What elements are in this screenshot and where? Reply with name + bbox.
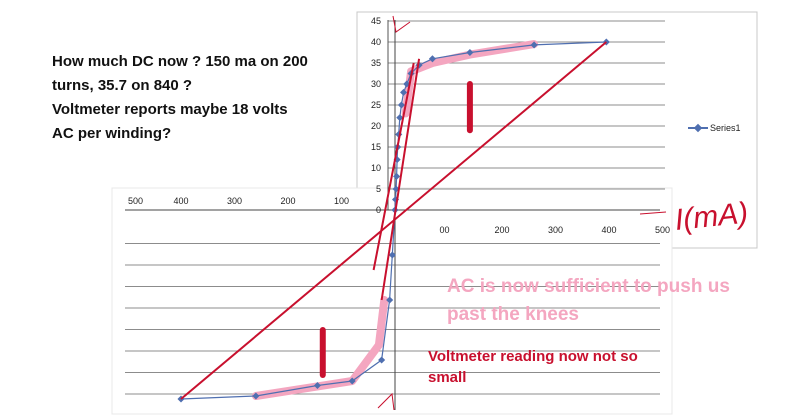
series-marker — [396, 114, 404, 122]
y-tick-label: 25 — [371, 100, 381, 110]
series-marker — [428, 55, 436, 63]
series-marker — [466, 48, 474, 57]
tick-labels: 0 5 10 15 20 25 30 35 40 45 500 400 300 200 100 00 200 30… — [128, 16, 670, 235]
red-annotation-lines — [180, 41, 607, 400]
series-marker — [388, 251, 396, 259]
handwritten-tick-bottom — [377, 392, 395, 411]
x-tick-label: 500 — [655, 225, 670, 235]
handwritten-x-stroke — [639, 211, 667, 215]
y-tick-label: 5 — [376, 184, 381, 194]
series-marker — [252, 392, 260, 400]
y-tick-label: 45 — [371, 16, 381, 26]
x-tick-label: 00 — [439, 225, 449, 235]
series-marker — [400, 88, 408, 96]
y-tick-label: 35 — [371, 58, 381, 68]
handwritten-marks: I(mA) — [377, 15, 750, 411]
series-marker — [386, 296, 394, 304]
handwritten-tick-top — [392, 15, 411, 33]
pink-note-line: AC is now sufficient to push us — [447, 276, 730, 297]
legend: Series1 — [688, 123, 741, 133]
x-tick-label: 500 — [128, 196, 143, 206]
red-note-line: small — [428, 369, 467, 386]
x-tick-label: 400 — [173, 196, 188, 206]
x-tick-label: 100 — [334, 196, 349, 206]
y-tick-label: 30 — [371, 79, 381, 89]
pink-path-bottom — [251, 296, 389, 400]
series-marker — [313, 381, 321, 390]
series-marker — [530, 41, 538, 49]
y-tick-label: 20 — [371, 121, 381, 131]
pink-note: AC is now sufficient to push us past the… — [447, 273, 777, 329]
y-tick-label: 40 — [371, 37, 381, 47]
x-tick-label: 300 — [227, 196, 242, 206]
y-tick-label: 10 — [371, 163, 381, 173]
legend-marker-icon — [688, 127, 708, 129]
question-line: How much DC now ? 150 ma on 200 — [52, 53, 308, 70]
x-tick-label: 200 — [494, 225, 509, 235]
y-tick-label: 15 — [371, 142, 381, 152]
grid-top — [388, 20, 665, 190]
x-tick-label: 200 — [280, 196, 295, 206]
red-note-line: Voltmeter reading now not so — [428, 348, 638, 365]
question-line: turns, 35.7 on 840 ? — [52, 77, 193, 94]
handwritten-axis-label: I(mA) — [673, 196, 749, 236]
legend-label: Series1 — [710, 123, 741, 133]
question-text: How much DC now ? 150 ma on 200 turns, 3… — [52, 50, 352, 146]
question-line: AC per winding? — [52, 125, 172, 142]
x-tick-label: 400 — [601, 225, 616, 235]
question-line: Voltmeter reports maybe 18 volts — [52, 101, 288, 118]
series-marker — [397, 101, 405, 109]
red-steep-line — [380, 58, 421, 301]
red-note: Voltmeter reading now not so small — [428, 346, 688, 388]
y-tick-label: 0 — [376, 205, 381, 215]
series-marker — [393, 172, 401, 180]
series-line-mirrored — [180, 209, 396, 400]
pink-note-line: past the knees — [447, 304, 579, 325]
red-steep-line — [372, 62, 415, 271]
series-marker — [348, 377, 356, 385]
series-marker — [378, 356, 386, 364]
x-tick-label: 300 — [548, 225, 563, 235]
